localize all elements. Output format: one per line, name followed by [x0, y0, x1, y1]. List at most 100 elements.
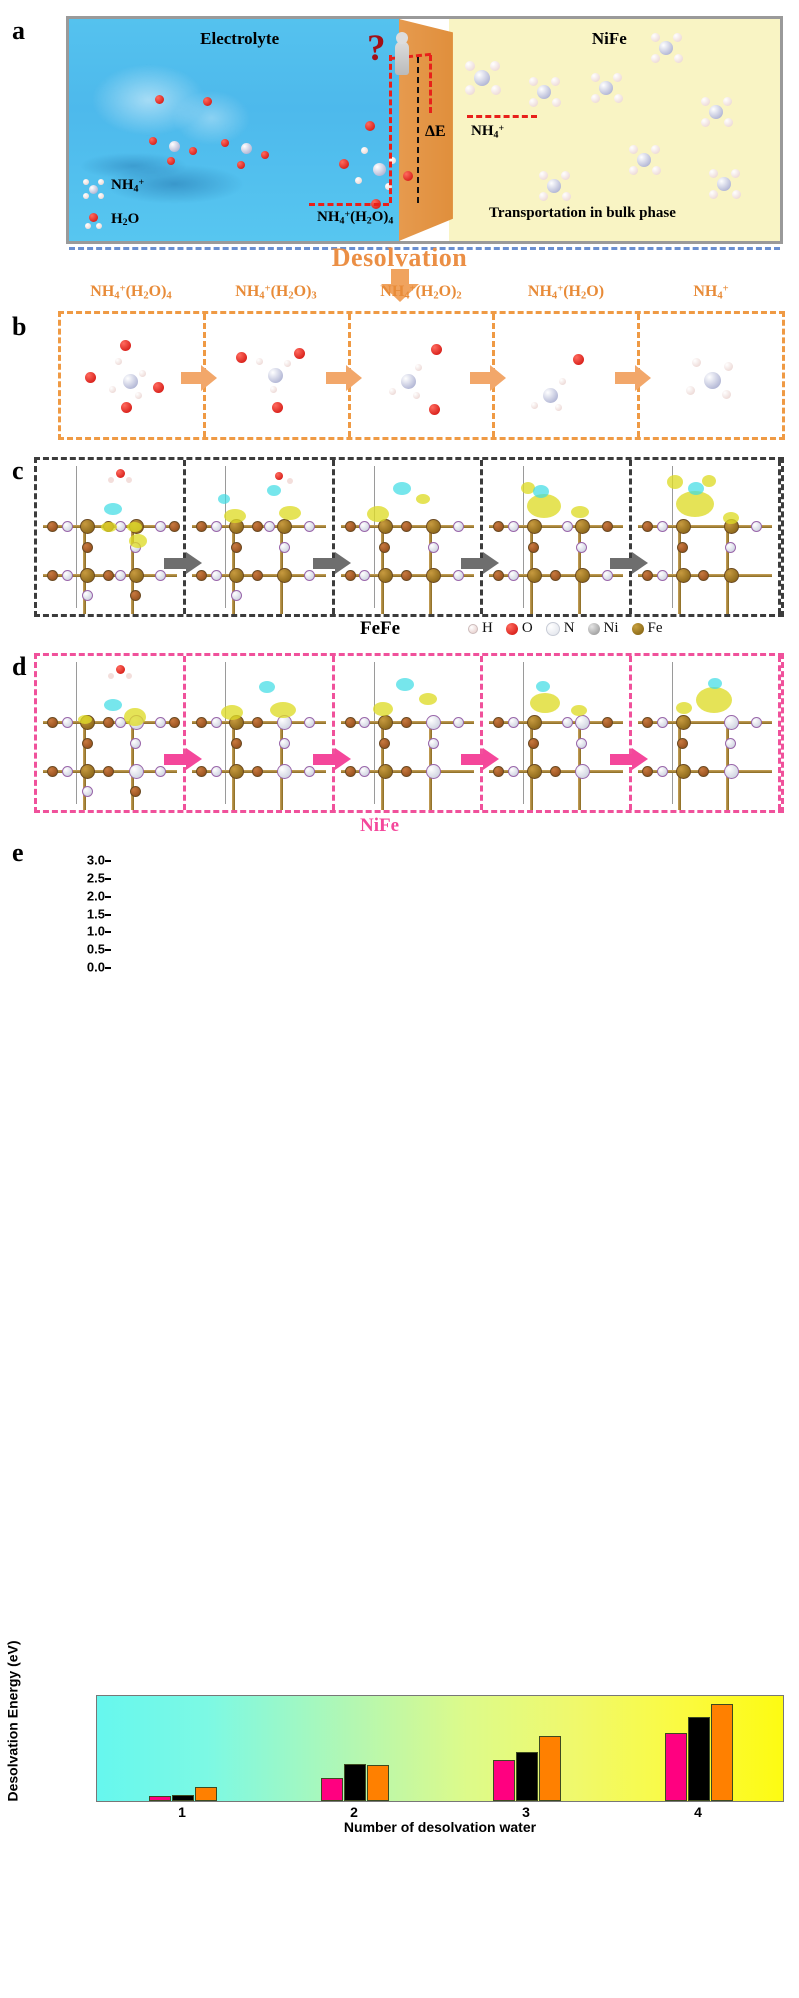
panel-c-fefe-charge-density — [34, 457, 784, 617]
unit-cell-line — [373, 662, 375, 804]
nife-electrode-region — [449, 19, 780, 241]
charge-accumulation-lobe — [101, 521, 118, 532]
charge-depletion-lobe — [687, 481, 704, 495]
dft-cell — [632, 460, 781, 614]
panel-a-schematic: Electrolyte NiFe NH4+ H2O — [66, 16, 783, 250]
y-tick-3.0: 3.0 — [86, 852, 105, 868]
charge-accumulation-lobe — [416, 493, 431, 504]
dft-cell — [632, 656, 781, 810]
electrolyte-label: Electrolyte — [200, 29, 280, 48]
unit-cell-line — [373, 466, 375, 608]
panel-b-step — [61, 314, 217, 437]
energy-descent — [429, 55, 432, 113]
y-tick-mark — [105, 967, 111, 969]
charge-accumulation-lobe — [675, 702, 692, 715]
o-atom-dot — [505, 622, 518, 635]
panel-d-arrow-icon — [610, 748, 649, 771]
y-tick-2.0: 2.0 — [86, 888, 105, 904]
charge-depletion-lobe — [392, 481, 411, 495]
atom-color-legend: H O N Ni Fe — [468, 620, 663, 637]
panel-letter-e: e — [12, 838, 24, 867]
h-atom-dot — [468, 623, 478, 634]
ni-atom-dot — [587, 622, 600, 635]
hydrated-ion — [147, 127, 207, 167]
panel-c-arrow-icon — [163, 552, 202, 575]
solvated-cluster-label: NH4+(H2O)4 — [317, 209, 394, 227]
panel-letter-b: b — [12, 312, 27, 341]
panel-b-arrow-icon — [180, 364, 217, 391]
x-tick-1: 1 — [178, 1804, 186, 1820]
unit-cell-line — [76, 662, 78, 804]
panel-b-step — [351, 314, 507, 437]
legend-atom-n-label: N — [563, 620, 575, 636]
panel-b-step-label-4: NH4+(H2O) — [527, 283, 605, 302]
panel-c-arrow-icon — [312, 552, 351, 575]
energy-barrier-curve — [389, 55, 392, 203]
dft-cell — [483, 460, 649, 614]
bar-fefe-3 — [516, 1751, 538, 1801]
cluster-2-waters — [373, 332, 463, 420]
nife-slab — [340, 708, 475, 810]
charge-accumulation-lobe — [675, 490, 714, 517]
charge-accumulation-lobe — [527, 493, 562, 518]
legend-atom-h-label: H — [482, 620, 493, 636]
bar-fefe-4 — [688, 1717, 710, 1801]
bar-ion-4 — [711, 1704, 733, 1801]
panel-a-bottom-divider — [69, 247, 780, 250]
chart-x-axis-label: Number of desolvation water — [343, 1819, 537, 1835]
dft-cell — [483, 656, 649, 810]
charge-depletion-lobe — [104, 699, 123, 712]
adsorbed-water — [104, 469, 150, 491]
charge-depletion-lobe — [104, 503, 123, 516]
initial-energy-level — [309, 203, 389, 206]
nife-slab — [489, 708, 624, 810]
charge-accumulation-lobe — [530, 692, 561, 713]
bar-nife-3 — [493, 1759, 515, 1801]
legend-ammonium-label: NH4+ — [111, 177, 145, 195]
bar-nife-1 — [149, 1796, 171, 1801]
panel-b-step-label-2: NH4+(H2O)3 — [235, 283, 317, 302]
cluster-4-waters — [83, 338, 173, 416]
charge-accumulation-lobe — [667, 475, 684, 490]
panel-letter-d: d — [12, 652, 27, 681]
charge-depletion-lobe — [267, 484, 282, 496]
unit-cell-line — [522, 466, 524, 608]
charge-accumulation-lobe — [419, 692, 438, 705]
panel-b-step — [495, 314, 652, 437]
charge-accumulation-lobe — [127, 521, 143, 532]
panel-d-arrow-icon — [163, 748, 202, 771]
charge-accumulation-lobe — [279, 506, 302, 521]
fefe-slab — [638, 512, 772, 614]
fe-atom-dot — [631, 622, 644, 635]
charge-accumulation-lobe — [570, 705, 587, 717]
unit-cell-line — [76, 466, 78, 608]
nife-label: NiFe — [591, 29, 627, 48]
dft-cell — [37, 460, 202, 614]
legend-atom-o-label: O — [521, 620, 533, 636]
legend-atom-fe: Fe — [631, 620, 663, 637]
fefe-slab — [489, 512, 624, 614]
charge-accumulation-lobe — [223, 509, 246, 524]
y-tick-1.0: 1.0 — [86, 923, 105, 939]
legend-water-label: H2O — [111, 211, 140, 229]
panel-c-arrow-icon — [461, 552, 500, 575]
panel-b-arrow-icon — [470, 364, 507, 391]
water-splash-graphic — [82, 54, 268, 206]
dft-cell — [37, 656, 202, 810]
unit-cell-line — [671, 466, 673, 608]
person-icon — [395, 32, 409, 75]
desolvation-title: Desolvation — [331, 243, 468, 272]
panel-c-arrow-icon — [610, 552, 649, 575]
fefe-slab — [340, 512, 475, 614]
panel-b-arrow-icon — [325, 364, 362, 391]
bar-fefe-1 — [172, 1795, 194, 1801]
bulk-transport-label: Transportation in bulk phase — [489, 205, 676, 221]
legend-atom-o: O — [505, 620, 533, 637]
y-tick-0.0: 0.0 — [86, 959, 105, 975]
electrolyte-region — [69, 19, 400, 241]
dft-cell — [186, 460, 351, 614]
panel-b-step-label-1: NH4+(H2O)4 — [90, 283, 172, 302]
bar-ion-3 — [539, 1736, 561, 1801]
panel-b-step-label-5: NH4+ — [693, 283, 729, 302]
panel-d-arrow-icon — [312, 748, 351, 771]
